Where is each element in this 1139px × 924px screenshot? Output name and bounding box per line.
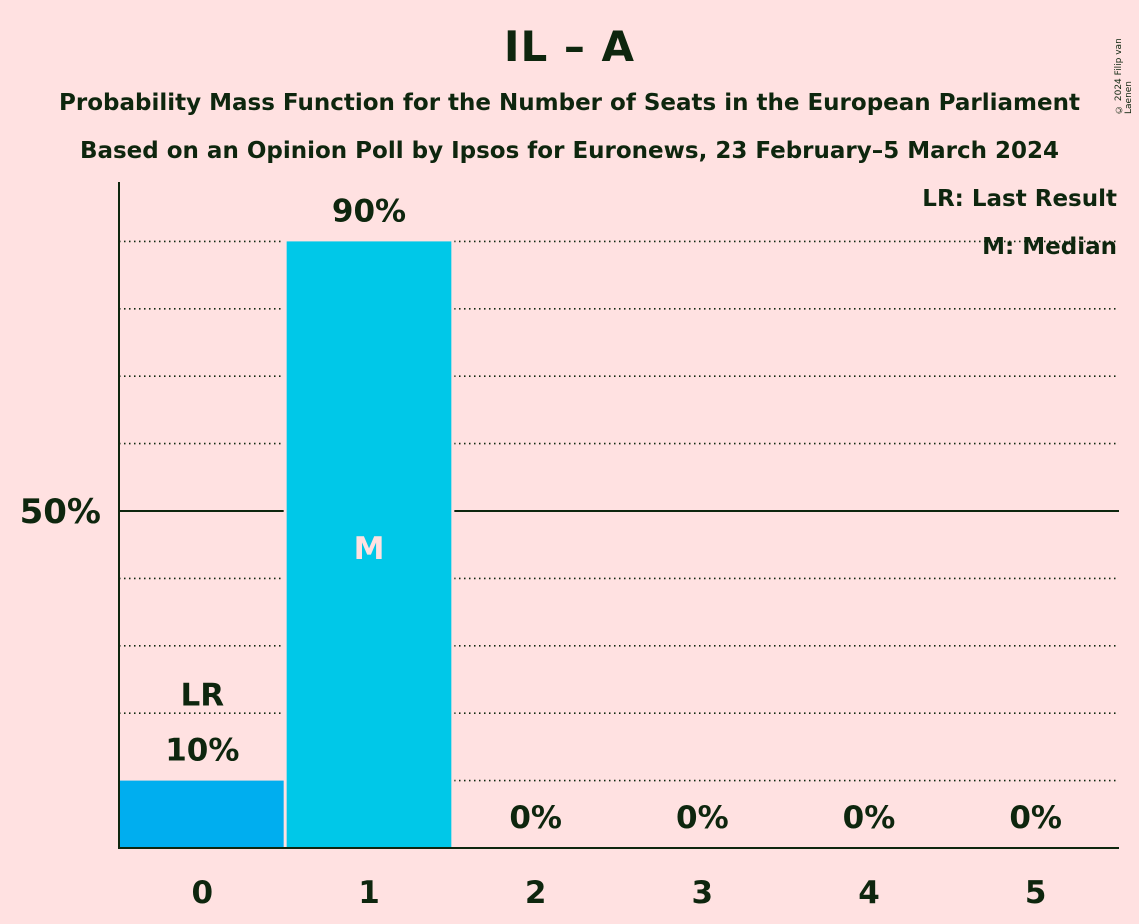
- x-tick-label-4: 4: [858, 875, 880, 911]
- x-tick-label-3: 3: [692, 875, 714, 911]
- value-label-5: 0%: [1009, 800, 1062, 836]
- chart-subtitle-2: Based on an Opinion Poll by Ipsos for Eu…: [79, 138, 1060, 164]
- value-label-2: 0%: [509, 800, 562, 836]
- last-result-marker: LR: [181, 678, 225, 714]
- legend-last-result: LR: Last Result: [922, 186, 1117, 212]
- chart-title: IL – A: [503, 22, 636, 71]
- bar-0: [120, 780, 285, 848]
- chart-subtitle-1: Probability Mass Function for the Number…: [59, 90, 1080, 116]
- legend-median: M: Median: [982, 234, 1117, 260]
- y-tick-label-50: 50%: [20, 492, 101, 532]
- value-label-4: 0%: [843, 800, 896, 836]
- x-tick-label-1: 1: [358, 875, 380, 911]
- x-tick-label-5: 5: [1025, 875, 1047, 911]
- value-label-0: 10%: [165, 733, 239, 769]
- median-marker: M: [354, 531, 385, 567]
- bar-1: [286, 241, 452, 848]
- x-tick-label-2: 2: [525, 875, 547, 911]
- value-label-1: 90%: [332, 193, 406, 229]
- x-tick-label-0: 0: [192, 875, 214, 911]
- value-label-3: 0%: [676, 800, 729, 836]
